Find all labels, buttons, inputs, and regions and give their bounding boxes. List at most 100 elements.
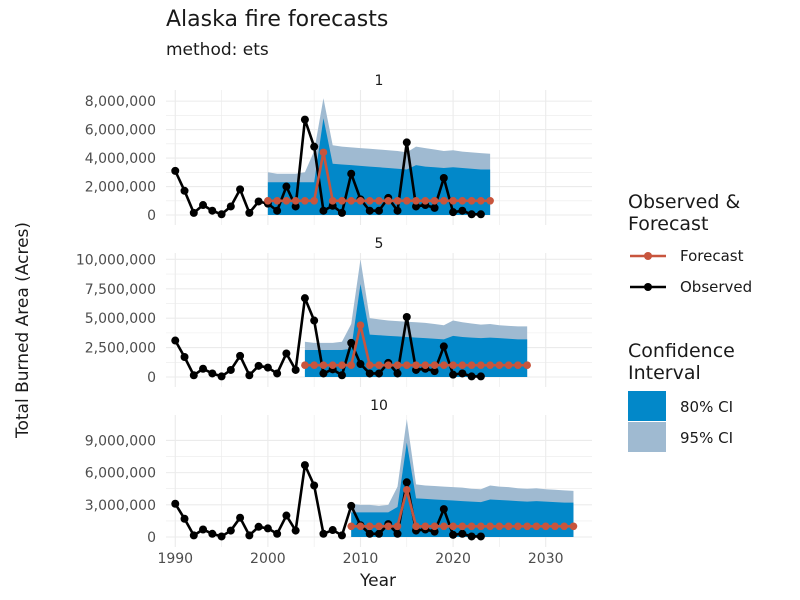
forecast-point	[282, 196, 291, 205]
observed-point	[412, 202, 421, 211]
x-tick-label: 2020	[435, 551, 471, 567]
observed-point	[319, 369, 328, 378]
panel-5: 5 0 2,500,000 5,000,000 7,500,000 10,000,000	[76, 236, 592, 387]
panel-strip-label: 5	[375, 236, 384, 252]
forecast-point	[467, 361, 476, 370]
forecast-point	[477, 361, 485, 370]
forecast-point	[365, 361, 374, 370]
y-tick-label: 0	[147, 530, 156, 546]
panel-strip-label: 1	[375, 73, 384, 89]
observed-line	[174, 118, 481, 216]
forecast-point	[477, 196, 485, 205]
observed-point	[199, 364, 208, 373]
legend-ci-title: Confidence	[628, 340, 735, 362]
forecast-point	[301, 361, 309, 370]
observed-point	[449, 370, 458, 379]
observed-point	[217, 532, 226, 541]
observed-point	[199, 525, 208, 534]
forecast-point	[486, 361, 494, 370]
observed-point	[310, 481, 319, 490]
observed-point	[189, 208, 198, 217]
observed-point	[430, 527, 439, 536]
forecast-point	[467, 522, 476, 531]
forecast-point	[393, 196, 402, 205]
legend-line-title: Forecast	[628, 213, 708, 235]
observed-point	[282, 511, 291, 520]
forecast-point	[412, 196, 420, 205]
forecast-point	[365, 196, 374, 205]
forecast-point	[384, 196, 393, 205]
observed-point	[319, 529, 328, 538]
observed-point	[254, 522, 263, 531]
forecast-point	[495, 522, 504, 531]
observed-point	[402, 313, 411, 321]
observed-point	[300, 461, 309, 470]
observed-point	[467, 372, 476, 381]
observed-point	[245, 208, 254, 217]
observed-point	[347, 169, 356, 178]
x-tick-label: 1990	[157, 551, 193, 567]
x-tick-label: 2030	[528, 551, 564, 567]
y-tick-label: 0	[147, 208, 156, 224]
observed-point	[199, 201, 208, 210]
observed-point	[365, 206, 374, 215]
forecast-point	[328, 196, 337, 205]
panel-10: 10 0 3,000,000 6,000,000 9,000,000 1990 2000 20…	[85, 398, 592, 567]
forecast-point	[365, 522, 374, 531]
y-tick-label: 2,500,000	[85, 341, 156, 357]
observed-point	[337, 208, 346, 217]
forecast-point	[541, 522, 550, 531]
legend-swatch-ci95	[628, 422, 666, 452]
forecast-point	[412, 522, 420, 531]
forecast-point	[486, 196, 494, 205]
forecast-point	[319, 361, 328, 370]
forecast-point	[449, 196, 457, 205]
observed-point	[254, 197, 263, 206]
forecast-point	[375, 522, 383, 531]
observed-point	[319, 206, 328, 215]
x-tick-label: 2000	[250, 551, 286, 567]
forecast-point	[569, 522, 578, 531]
y-axis-title: Total Burned Area (Acres)	[13, 222, 33, 439]
y-tick-label: 6,000,000	[85, 123, 156, 139]
forecast-point	[338, 196, 346, 205]
observed-point	[402, 478, 411, 487]
y-tick-label: 0	[147, 370, 156, 386]
forecast-point	[504, 361, 513, 370]
observed-point	[458, 206, 467, 215]
observed-point	[291, 526, 300, 535]
observed-point	[393, 529, 402, 538]
legend: Observed &ForecastForecastObservedConfid…	[628, 191, 752, 452]
forecast-point	[384, 361, 393, 370]
forecast-point	[458, 361, 467, 370]
forecast-point	[495, 361, 504, 370]
forecast-point	[458, 196, 467, 205]
observed-point	[189, 531, 198, 540]
observed-point	[217, 210, 226, 219]
observed-line	[174, 463, 481, 538]
forecast-point	[440, 522, 448, 531]
observed-point	[365, 369, 374, 378]
observed-point	[226, 202, 235, 211]
observed-point	[273, 529, 282, 538]
observed-point	[217, 372, 226, 381]
observed-point	[208, 206, 217, 215]
panel-strip-label: 10	[370, 398, 388, 414]
legend-label-observed: Observed	[680, 278, 752, 296]
observed-point	[439, 505, 448, 514]
forecast-point	[514, 522, 522, 531]
observed-point	[263, 524, 272, 533]
forecast-point	[356, 522, 365, 531]
forecast-point	[338, 361, 346, 370]
observed-point	[375, 206, 383, 215]
legend-label-forecast: Forecast	[680, 247, 744, 265]
forecast-point	[402, 486, 411, 494]
panel-1: 1 0 2,000,000 4,000,000 6,000,000 8,000,000	[85, 73, 592, 225]
observed-point	[236, 185, 245, 194]
y-tick-label: 9,000,000	[85, 433, 156, 449]
observed-point	[310, 316, 319, 325]
forecast-point	[449, 361, 457, 370]
observed-point	[430, 203, 439, 212]
observed-point	[375, 529, 383, 538]
